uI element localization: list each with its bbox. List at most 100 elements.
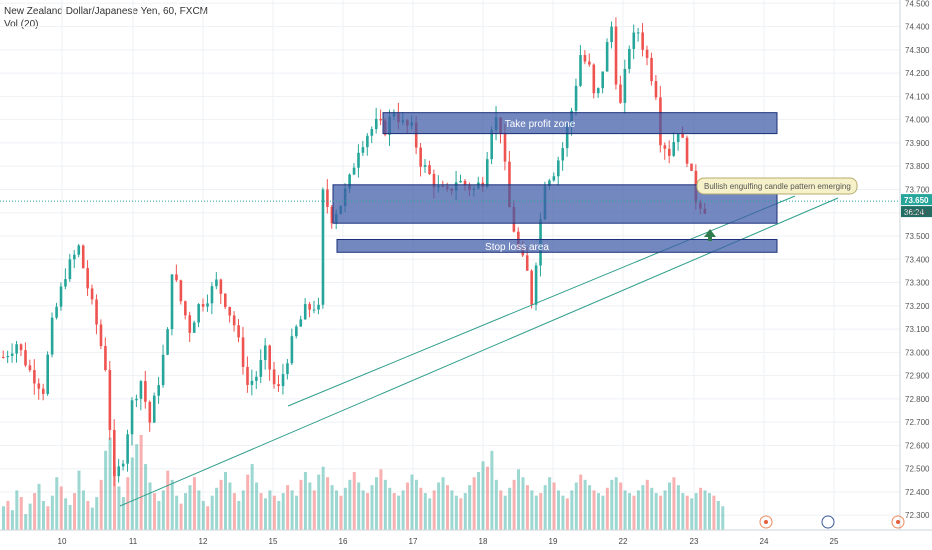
y-tick-label: 73.700 [905,185,930,194]
volume-bar [86,500,90,530]
candle-body [219,279,223,294]
candle-body [303,304,307,320]
zone-box[interactable] [382,112,778,135]
candle-body [259,359,263,377]
candle-body [117,466,121,477]
candle-body [15,344,18,354]
volume-bar [37,483,41,530]
zone-box[interactable] [336,238,778,253]
volume-bar [184,493,188,530]
volume-bar [512,479,516,530]
candle-body [348,174,351,189]
volume-bar [250,464,254,530]
volume-bar [361,490,365,530]
candle-body [272,369,276,385]
volume-bar [281,493,285,530]
candle-body [86,268,89,289]
candle-body [179,280,183,302]
volume-bar [423,493,427,530]
volume-bar [521,477,525,530]
event-marker-icon[interactable] [891,515,905,529]
volume-bar [441,477,445,530]
event-marker-icon[interactable] [759,515,773,529]
y-tick-label: 73.400 [905,255,930,264]
candle-body [605,42,609,72]
volume-bar [28,503,32,530]
candle-body [99,324,103,347]
candle-body [668,148,671,156]
volume-bar [339,495,343,530]
volume-bar [81,490,85,530]
candle-body [46,354,49,394]
volume-bar [161,490,165,530]
candle-body [641,32,644,50]
candle-body [161,354,165,386]
volume-bar [303,471,307,530]
flag-marker-icon[interactable] [821,515,835,529]
candle-body [90,288,94,300]
volume-bar [321,466,325,530]
volume-bar [557,490,560,530]
x-tick-label: 12 [199,537,208,546]
candle-body [432,173,436,188]
candle-body [268,345,271,370]
volume-bar [481,461,485,530]
callout-text: Bullish engulfing candle pattern emergin… [704,182,851,191]
volume-bar [201,500,205,530]
volume-bar [565,498,569,530]
candle-body [632,32,636,49]
countdown-label: 36:24 [904,208,925,217]
volume-bar [534,495,538,530]
volume-bar [419,487,423,530]
volume-bar [135,444,139,530]
candle-body [561,148,565,161]
volume-bar [166,470,170,530]
volume-bar [126,477,130,530]
candle-body [525,255,529,271]
volume-bar [659,495,663,530]
volume-bar [432,490,436,530]
volume-bar [561,495,565,530]
volume-bar [477,471,481,530]
volume-bar [64,498,68,530]
candle-body [459,180,462,183]
callout-bubble[interactable] [696,177,858,195]
volume-bar [188,485,192,530]
candle-body [419,147,422,167]
volume-bar [414,479,418,530]
candle-body [246,366,249,385]
candle-body [286,363,289,375]
volume-bar [348,479,352,530]
volume-bar [592,490,596,530]
volume-bar [6,500,10,530]
volume-bar [77,470,81,530]
x-tick-label: 17 [409,537,418,546]
candle-body [166,329,169,355]
candle-body [423,165,427,167]
volume-bar [104,450,108,530]
y-tick-label: 73.600 [905,209,930,218]
x-tick-label: 15 [269,537,278,546]
volume-bar [668,482,671,530]
candle-body [557,160,560,177]
candle-body [619,84,622,103]
volume-bar [366,493,370,530]
candle-body [374,118,378,130]
volume-bar [33,493,37,530]
countdown-tag [901,206,932,218]
candle-body [308,304,311,310]
volume-bar [610,479,614,530]
volume-bar [19,497,23,530]
volume-bar [472,477,476,530]
candle-body [41,388,45,394]
y-tick-label: 74.400 [905,23,930,32]
volume-bar [676,485,680,530]
candle-body [628,48,631,69]
volume-bar [24,514,28,530]
volume-indicator-label: Vol (20) [4,19,39,30]
candle-body [565,126,569,149]
volume-bar [121,497,125,530]
volume-bar [130,457,134,530]
event-marker-dot [764,520,768,524]
